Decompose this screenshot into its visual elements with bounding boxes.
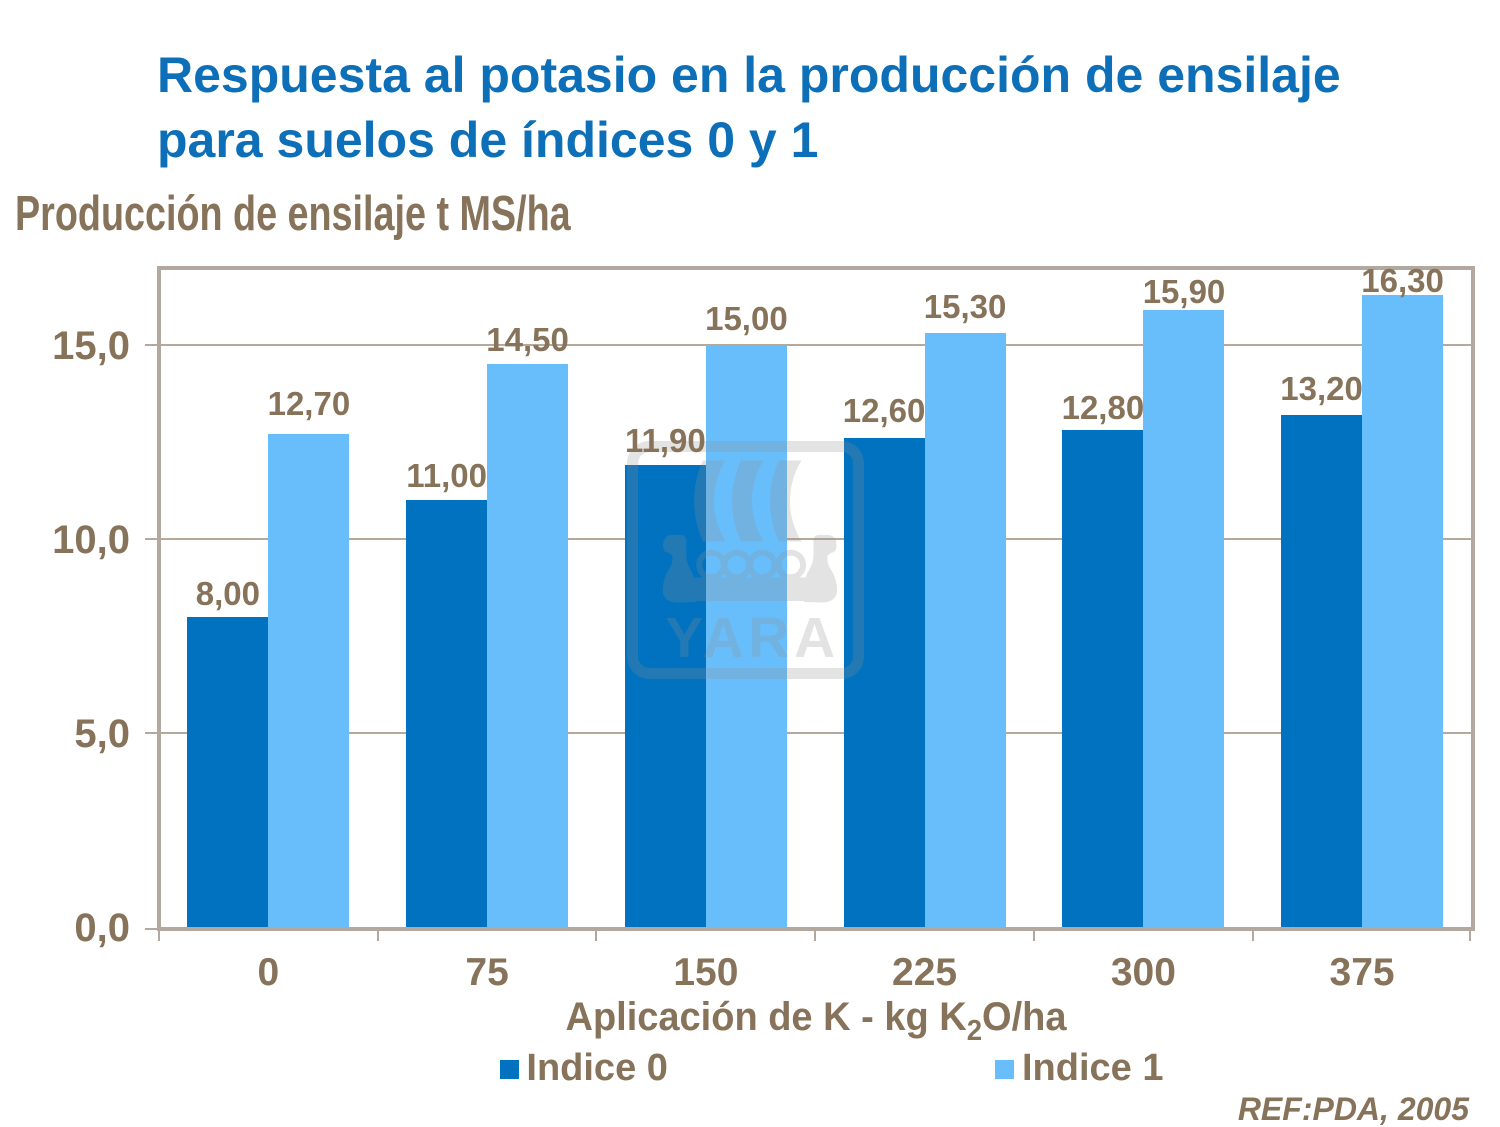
svg-text:YARA: YARA [665, 606, 839, 670]
